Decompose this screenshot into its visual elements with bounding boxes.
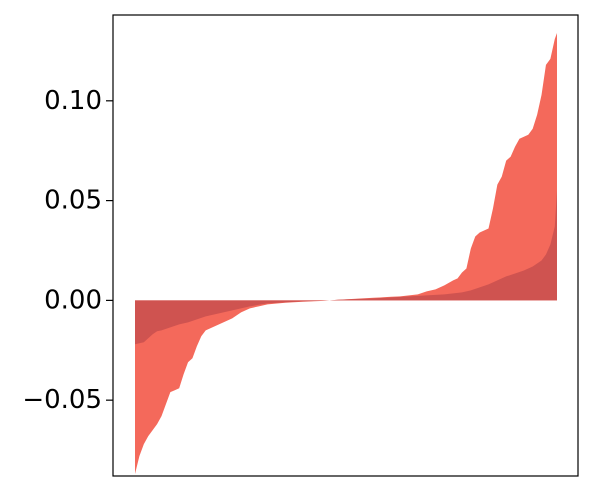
plot-frame [112,14,579,477]
y-tick-label: −0.05 [22,385,102,415]
area-series-2 [135,190,557,345]
y-tick-label: 0.00 [44,285,102,315]
area-series-1 [135,32,557,475]
y-tick-label: 0.05 [44,186,102,216]
y-tick-label: 0.10 [44,86,102,116]
plot-area [135,32,557,475]
y-axis: 0.10 0.05 0.00 −0.05 [22,86,113,415]
